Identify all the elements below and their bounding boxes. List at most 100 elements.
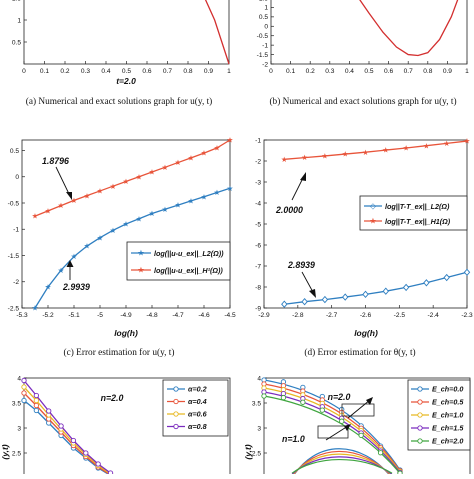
- point-upper-f-4-1: [280, 394, 287, 401]
- xtick-label-b-3: 0.3: [325, 68, 334, 75]
- annotation-arrowhead-d-1: [300, 172, 306, 181]
- xtick-label-a-5: 0.5: [122, 68, 131, 75]
- series-line-d-1: [284, 140, 468, 160]
- xtick-label-b-2: 0.2: [306, 68, 315, 75]
- panel-b: 0 0.1 0.2 0.3 0.4 0.5 0.6 0.7 0.8 0.9 1 -2 -1.5 -1 -0.…: [257, 0, 469, 107]
- point-d-1-6: ★: [403, 144, 410, 153]
- xtick-label-b-5: 0.5: [364, 68, 373, 75]
- annotation-f-1: n=2.0: [328, 392, 351, 402]
- point-c-0-7: ★: [123, 220, 130, 229]
- ytick-label-b-1: -1.5: [257, 52, 269, 59]
- point-d-1-7: ★: [423, 141, 430, 150]
- legend-f-items-marker-0: [417, 386, 423, 392]
- series-c: ★ ★ ★ ★ ★ ★ ★ ★ ★ ★ ★ ★ ★ ★ ★ ★ ★ ★ ★ ★ ★ ★ ★ ★ ★ ★ ★ ★ ★ ★ ★ ★: [32, 136, 234, 313]
- xtick-label-a-7: 0.7: [163, 68, 172, 75]
- xtick-label-c-6: -4.7: [172, 312, 184, 319]
- xtick-label-a-9: 0.9: [204, 68, 213, 75]
- point-e-2-0: [21, 384, 27, 390]
- xtick-label-a-10: 1: [227, 68, 231, 75]
- point-d-0-1: [301, 298, 308, 306]
- caption-b: (b) Numerical and exact solutions graph …: [269, 96, 456, 107]
- curve-upper-f-0: [263, 379, 401, 471]
- point-c-0-13: ★: [201, 192, 208, 201]
- legend-f-items-label-0: E_ch=0.0: [432, 385, 463, 394]
- xlabel-d: log(h): [354, 328, 378, 338]
- xtick-label-a-0: 0: [22, 68, 26, 75]
- xtick-label-a-2: 0.2: [60, 68, 69, 75]
- point-c-1-1: ★: [45, 206, 52, 215]
- series-line-a-0: [204, 0, 230, 65]
- point-d-1-5: ★: [382, 146, 389, 155]
- ytick-label-d-3: -6: [255, 242, 261, 249]
- ytick-label-e-1: 2.5: [12, 450, 21, 457]
- point-e-3-3: [58, 423, 64, 429]
- point-d-1-2: ★: [322, 152, 329, 161]
- curve-upper-f-2: [263, 387, 401, 472]
- point-c-1-0: ★: [32, 212, 39, 221]
- legend-f-items-marker-4: [417, 438, 423, 444]
- ytick-label-c-6: 0.5: [10, 148, 19, 155]
- ytick-label-d-6: -3: [255, 179, 261, 186]
- point-c-1-7: ★: [123, 177, 130, 186]
- caption-c: (c) Error estimation for u(y, t): [64, 347, 175, 358]
- point-c-1-12: ★: [188, 153, 195, 162]
- series-a: [204, 0, 230, 65]
- arrowhead-f-1: [366, 397, 373, 405]
- series-b: [359, 0, 459, 57]
- annotation-d-1: 2.0000: [275, 205, 303, 215]
- ytick-label-c-1: -2: [13, 279, 19, 286]
- ytick-label-a-1: 1: [17, 17, 21, 24]
- annotation-arrow-c-1: [55, 166, 71, 197]
- point-d-0-3: [342, 293, 349, 301]
- point-d-0-7: [423, 279, 430, 287]
- curve-upper-f-3: [263, 391, 401, 473]
- ytick-label-a-2: 1.5: [12, 0, 21, 2]
- xtick-label-c-5: -4.8: [146, 312, 158, 319]
- ytick-label-d-0: -9: [255, 305, 261, 312]
- arrow-f-1: [347, 399, 371, 419]
- point-c-1-14: ★: [214, 143, 221, 152]
- legend-marker-d-1: ◇: [370, 202, 377, 211]
- xtick-label-c-7: -4.6: [198, 312, 210, 319]
- xlabel-c: log(h): [114, 328, 138, 338]
- ticks-a: 0 0.1 0.2 0.3 0.4 0.5 0.6 0.7 0.8 0.9 1 0.5 1 1.5: [12, 0, 231, 75]
- legend-e-items-marker-2: [173, 411, 179, 417]
- legend-f-items-marker-2: [417, 412, 423, 418]
- series-f: [261, 377, 403, 479]
- zoom-box-f-1: [341, 403, 375, 417]
- ytick-label-b-3: -0.5: [257, 33, 269, 40]
- legend-f-items-marker-1: [417, 399, 423, 405]
- xtick-label-d-4: -2.5: [394, 312, 406, 319]
- panel-e: 22.533.54 (y,t) n=2.0 α=0.2α=0.4α=0.6α=0…: [0, 375, 231, 479]
- ytick-label-c-2: -1.5: [8, 253, 20, 260]
- ytick-label-d-5: -4: [255, 200, 261, 207]
- point-upper-f-4-2: [300, 399, 306, 405]
- ticks-d: -2.9 -2.8 -2.7 -2.6 -2.5 -2.4 -2.3 -9 -8 -7 -6 -5 -4…: [255, 137, 473, 319]
- legend-f-items-label-4: E_ch=2.0: [432, 437, 463, 446]
- point-e-3-0: [21, 377, 27, 384]
- series-line-c-0: [34, 187, 231, 309]
- xtick-label-d-0: -2.9: [258, 312, 270, 319]
- point-c-0-3: ★: [71, 252, 78, 261]
- xtick-label-c-8: -4.5: [224, 312, 236, 319]
- xtick-label-b-7: 0.7: [404, 68, 413, 75]
- point-e-1-1: [33, 402, 40, 409]
- legend-marker-d-2: ★: [369, 217, 376, 226]
- annotation-c-2: 2.9939: [62, 282, 90, 292]
- caption-d: (d) Error estimation for θ(y, t): [304, 347, 415, 358]
- point-c-0-4: ★: [84, 242, 91, 251]
- legend-label-c-1: log(||u-u_ex||_L2(Ω)): [154, 249, 224, 258]
- point-e-2-1: [33, 397, 40, 404]
- title-e: n=2.0: [101, 393, 124, 403]
- ytick-label-b-5: 0.5: [259, 14, 268, 21]
- point-d-1-9: ★: [464, 137, 471, 146]
- series-line-c-1: [34, 139, 231, 217]
- point-d-0-9: [463, 268, 471, 276]
- legend-label-d-1: log||T-T_ex||_L2(Ω): [385, 202, 450, 211]
- point-c-0-6: ★: [110, 226, 117, 235]
- point-d-0-4: [362, 290, 369, 299]
- ytick-label-d-1: -8: [255, 284, 261, 291]
- point-upper-f-4-0: [261, 393, 267, 399]
- point-upper-f-4-6: [377, 450, 384, 456]
- xtick-label-a-4: 0.4: [101, 68, 110, 75]
